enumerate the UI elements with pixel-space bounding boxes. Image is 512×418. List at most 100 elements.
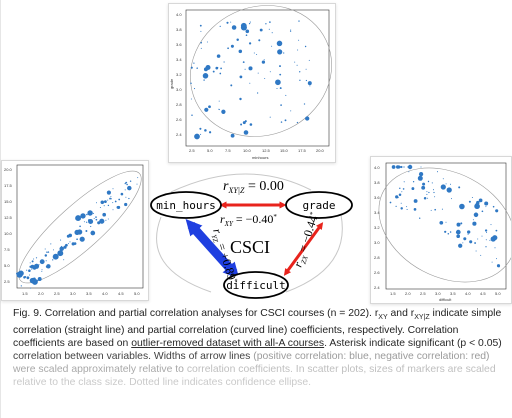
scatter-point xyxy=(294,61,296,63)
scatter-point xyxy=(69,241,71,243)
scatter-point xyxy=(467,233,469,235)
scatter-point xyxy=(401,191,403,193)
scatter-point xyxy=(79,236,85,242)
scatter-point xyxy=(127,185,132,191)
scatter-point xyxy=(219,72,222,75)
scatter-point xyxy=(63,245,67,249)
scatter-point xyxy=(220,67,222,70)
scatter-point xyxy=(400,202,402,204)
scatter-point xyxy=(194,133,200,140)
scatter-points xyxy=(389,164,501,268)
scatter-point xyxy=(18,270,24,277)
scatter-point xyxy=(395,195,399,199)
caption-part: and r xyxy=(387,308,415,319)
scatter-point xyxy=(242,61,245,64)
scatter-point xyxy=(485,239,487,241)
scatter-point xyxy=(239,97,242,101)
scatter-point xyxy=(442,178,444,180)
figure-caption: Fig. 9. Correlation and partial correlat… xyxy=(13,307,503,389)
scatter-point xyxy=(80,213,86,219)
x-tick: 1.5 xyxy=(22,291,28,296)
y-tick: 12.5 xyxy=(4,215,13,220)
scatter-point xyxy=(275,79,281,86)
scatter-point xyxy=(417,175,423,181)
scatter-point xyxy=(129,180,132,182)
partial-correlation-curve-left xyxy=(156,216,212,293)
scatter-point xyxy=(240,123,243,126)
scatter-point xyxy=(208,131,212,134)
scatter-point xyxy=(481,210,484,213)
x-tick: 12.5 xyxy=(262,148,271,153)
y-tick: 3.0 xyxy=(176,87,182,92)
scatter-point xyxy=(283,52,285,54)
y-tick: 15.0 xyxy=(4,199,13,204)
scatter-point xyxy=(37,277,42,281)
scatter-point xyxy=(444,230,447,233)
scatter-point xyxy=(257,72,259,74)
scatter-point xyxy=(103,200,107,204)
scatter-point xyxy=(31,260,34,263)
node-difficult xyxy=(223,271,289,299)
scatter-point xyxy=(276,87,278,90)
scatter-point xyxy=(205,64,211,71)
scatter-point xyxy=(299,79,301,81)
scatter-point xyxy=(67,243,69,245)
scatter-point xyxy=(490,224,492,226)
node-difficult-label: difficult xyxy=(226,279,286,292)
scatter-point xyxy=(105,219,107,221)
y-tick: 3.2 xyxy=(176,72,182,77)
scatter-point xyxy=(88,218,94,225)
scatter-point xyxy=(460,222,463,225)
scatter-point xyxy=(303,103,306,105)
scatter-point xyxy=(434,208,437,211)
scatter-point xyxy=(248,66,253,71)
y-tick: 3.6 xyxy=(374,195,380,200)
scatter-point xyxy=(107,218,109,220)
scatter-point xyxy=(31,278,38,285)
y-tick: 2.5 xyxy=(4,279,10,284)
scatter-point xyxy=(261,60,266,64)
scatter-point xyxy=(467,230,471,234)
scatter-point xyxy=(279,65,281,68)
scatter-point xyxy=(249,21,251,23)
scatter-point xyxy=(395,205,397,207)
partial-correlation-label: rXY|Z = 0.00 xyxy=(223,179,284,195)
caption-underlined: outlier-removed dataset with all-A cours… xyxy=(131,338,325,350)
scatter-point xyxy=(41,270,43,272)
scatter-point xyxy=(90,225,92,228)
scatter-point xyxy=(44,254,48,257)
scatter-point xyxy=(474,242,477,244)
scatter-point xyxy=(426,193,428,195)
scatter-point xyxy=(271,45,273,47)
scatter-point xyxy=(430,209,432,211)
x-tick: 1.5 xyxy=(390,291,396,296)
scatter-point xyxy=(406,208,408,211)
scatter-point xyxy=(434,196,436,198)
scatter-point xyxy=(478,198,483,203)
scatter-point xyxy=(305,116,310,121)
scatter-point xyxy=(36,279,38,282)
scatter-point xyxy=(495,229,498,232)
scatter-point xyxy=(420,166,422,168)
scatter-point xyxy=(458,186,461,189)
scatter-point xyxy=(83,221,85,223)
scatter-point xyxy=(419,217,421,219)
scatter-point xyxy=(411,187,415,191)
scatter-point xyxy=(277,49,283,55)
scatter-point xyxy=(279,87,282,90)
scatter-point xyxy=(29,287,32,289)
caption-part: Fig. 9. Correlation and partial correlat… xyxy=(13,308,379,319)
scatter-point xyxy=(242,121,246,125)
scatter-point xyxy=(463,237,467,241)
x-tick: 20.0 xyxy=(316,148,325,153)
scatter-point xyxy=(489,239,491,241)
scatter-point xyxy=(484,229,488,232)
x-tick: 4.0 xyxy=(465,291,471,296)
node-grade xyxy=(285,191,353,219)
scatter-point xyxy=(110,198,112,200)
plot-frame xyxy=(185,9,330,147)
scatter-point xyxy=(59,246,64,252)
scatter-points xyxy=(190,20,312,140)
scatter-point xyxy=(445,221,447,223)
